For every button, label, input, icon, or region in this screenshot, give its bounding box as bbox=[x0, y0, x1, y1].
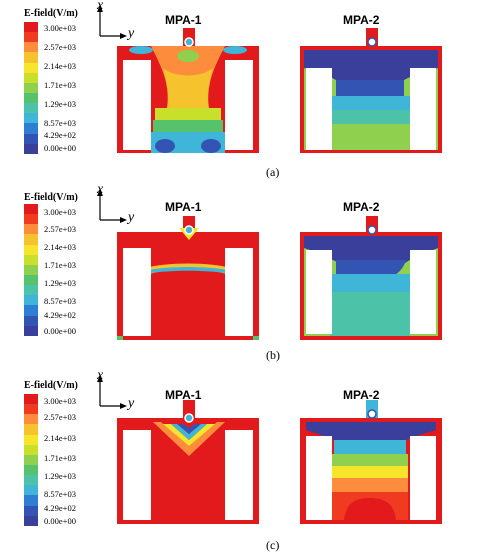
colorbar-tick: 4.29e+02 bbox=[44, 503, 76, 513]
colorbar-tick: 0.00e+00 bbox=[44, 326, 76, 336]
colorbar-tick: 8.57e+03 bbox=[44, 118, 76, 128]
mpa-2-label: MPA-2 bbox=[343, 200, 380, 214]
colorbar-tick: 0.00e+00 bbox=[44, 516, 76, 526]
axis-arrows bbox=[97, 5, 127, 39]
mpa-2-field-plot bbox=[300, 28, 442, 153]
colorbar-tick: 8.57e+03 bbox=[44, 489, 76, 499]
axis-x-label: x bbox=[97, 182, 104, 197]
axis-y-label: y bbox=[128, 396, 135, 411]
colorbar-tick: 3.00e+03 bbox=[44, 396, 76, 406]
colorbar-tick: 1.71e+03 bbox=[44, 80, 76, 90]
colorbar-tick: 3.00e+03 bbox=[44, 207, 76, 217]
axis-x-label: x bbox=[97, 0, 104, 13]
colorbar bbox=[24, 22, 38, 154]
colorbar-tick: 4.29e+02 bbox=[44, 130, 76, 140]
colorbar-tick: 2.57e+03 bbox=[44, 224, 76, 234]
legend-title: E-field(V/m) bbox=[24, 8, 78, 19]
mpa-2-label: MPA-2 bbox=[343, 388, 380, 402]
axis-x-label: x bbox=[97, 368, 104, 383]
mpa-1-field-plot bbox=[117, 216, 259, 340]
axis-arrows bbox=[97, 375, 127, 409]
mpa-1-label: MPA-1 bbox=[165, 13, 202, 27]
mpa-1-field-plot bbox=[117, 400, 259, 524]
colorbar-tick: 1.71e+03 bbox=[44, 260, 76, 270]
colorbar-tick: 2.14e+03 bbox=[44, 61, 76, 71]
legend-title: E-field(V/m) bbox=[24, 380, 78, 391]
colorbar-tick: 2.14e+03 bbox=[44, 433, 76, 443]
colorbar-tick: 1.29e+03 bbox=[44, 471, 76, 481]
colorbar-tick: 3.00e+03 bbox=[44, 23, 76, 33]
caption-c: (c) bbox=[266, 538, 280, 552]
mpa-1-label: MPA-1 bbox=[165, 200, 202, 214]
colorbar-tick: 1.29e+03 bbox=[44, 278, 76, 288]
axis-y-label: y bbox=[128, 26, 135, 41]
mpa-2-field-plot bbox=[300, 400, 442, 524]
caption-b: (b) bbox=[266, 348, 280, 362]
axis-y-label: y bbox=[128, 210, 135, 225]
axis-arrows bbox=[97, 189, 127, 223]
colorbar-tick: 0.00e+00 bbox=[44, 143, 76, 153]
mpa-1-label: MPA-1 bbox=[165, 388, 202, 402]
mpa-2-field-plot bbox=[300, 216, 442, 340]
colorbar-tick: 2.57e+03 bbox=[44, 42, 76, 52]
colorbar-tick: 2.57e+03 bbox=[44, 412, 76, 422]
legend-title: E-field(V/m) bbox=[24, 192, 78, 203]
colorbar-tick: 1.29e+03 bbox=[44, 99, 76, 109]
colorbar bbox=[24, 394, 38, 526]
colorbar-tick: 4.29e+02 bbox=[44, 310, 76, 320]
panel-a: E-field(V/m) 3.00e+03 2.57e+03 2.14e+03 … bbox=[0, 0, 480, 180]
mpa-2-label: MPA-2 bbox=[343, 13, 380, 27]
panel-c: E-field(V/m) 3.00e+03 2.57e+03 2.14e+03 … bbox=[0, 368, 480, 552]
panel-b: E-field(V/m) 3.00e+03 2.57e+03 2.14e+03 … bbox=[0, 180, 480, 362]
colorbar-tick: 1.71e+03 bbox=[44, 453, 76, 463]
colorbar-tick: 2.14e+03 bbox=[44, 242, 76, 252]
colorbar bbox=[24, 204, 38, 336]
caption-a: (a) bbox=[266, 165, 280, 179]
colorbar-tick: 8.57e+03 bbox=[44, 296, 76, 306]
mpa-1-field-plot bbox=[117, 28, 259, 153]
